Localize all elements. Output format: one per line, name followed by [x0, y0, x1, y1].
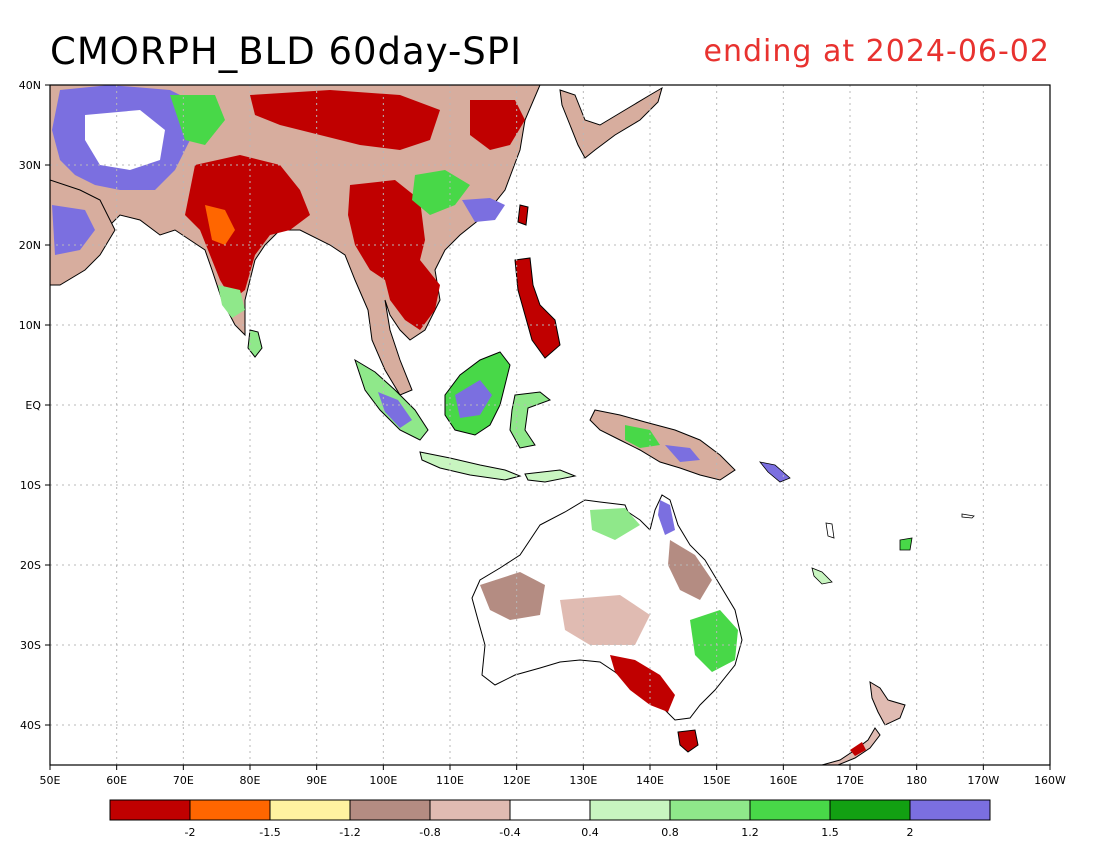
solomon-islands-land [759, 461, 791, 483]
x-tick-label: 50E [40, 774, 61, 787]
legend-label: 0.4 [581, 826, 599, 839]
latitude-axis: 40N 30N 20N 10N EQ 10S 20S 30S 40S [19, 79, 50, 732]
x-tick-label: 140E [636, 774, 664, 787]
y-tick-label: 40S [20, 719, 41, 732]
java-land [419, 451, 522, 481]
south-china-green [412, 170, 470, 215]
x-tick-label: 180 [906, 774, 927, 787]
x-tick-label: 100E [369, 774, 397, 787]
taiwan-land [517, 204, 529, 226]
australia-nw-brown [480, 572, 545, 620]
legend-label: -2 [185, 826, 196, 839]
india-dry-core [185, 155, 310, 300]
australia-ne-brown [668, 540, 712, 600]
tibet-white-patch [85, 110, 165, 170]
sumatra-wet [378, 392, 412, 428]
x-tick-label: 170W [967, 774, 999, 787]
legend-swatch [509, 799, 591, 821]
x-tick-label: 160W [1034, 774, 1066, 787]
legend-swatch [829, 799, 911, 821]
y-tick-label: 20N [19, 239, 41, 252]
fiji-land [899, 537, 913, 551]
x-tick-label: 60E [106, 774, 127, 787]
australia-north-green [590, 508, 640, 540]
y-tick-label: 30N [19, 159, 41, 172]
y-tick-label: 40N [19, 79, 41, 92]
legend-swatch [589, 799, 671, 821]
philippines-land [514, 257, 561, 359]
borneo-wet [455, 380, 492, 418]
y-tick-label: 10N [19, 319, 41, 332]
spi-shading [50, 85, 975, 765]
map-date-subtitle: ending at 2024-06-02 [703, 34, 1050, 69]
india-orange-band [205, 205, 235, 245]
legend-label: -0.8 [419, 826, 440, 839]
legend-label: -0.4 [499, 826, 520, 839]
y-tick-label: EQ [25, 399, 41, 412]
himalaya-green [170, 95, 225, 145]
nz-north-island-land [869, 681, 906, 726]
new-caledonia-land [811, 567, 833, 585]
japan-land [559, 86, 663, 159]
y-tick-label: 20S [20, 559, 41, 572]
legend-swatch [349, 799, 431, 821]
india-south-green [218, 285, 245, 318]
legend-swatch [749, 799, 831, 821]
x-tick-label: 70E [173, 774, 194, 787]
new-guinea-wet [665, 445, 700, 462]
indochina-dry [348, 180, 440, 330]
legend-label: -1.5 [259, 826, 280, 839]
lesser-sunda-land [524, 469, 577, 483]
legend-label: -1.2 [339, 826, 360, 839]
y-tick-label: 10S [20, 479, 41, 492]
new-guinea-land [589, 409, 736, 481]
nz-dry [850, 742, 866, 756]
northern-china-dry [250, 90, 440, 150]
x-tick-label: 90E [306, 774, 327, 787]
vanuatu-land [825, 522, 835, 539]
legend-label: 1.2 [741, 826, 759, 839]
arabia-wet [52, 205, 95, 255]
x-tick-label: 130E [569, 774, 597, 787]
map-title: CMORPH_BLD 60day-SPI [50, 30, 523, 73]
legend-swatch [909, 799, 991, 821]
longitude-axis: 50E 60E 70E 80E 90E 100E 110E 120E 130E 140E 150E 1… [40, 765, 1066, 787]
x-tick-label: 170E [836, 774, 864, 787]
tasmania-land [677, 729, 699, 753]
legend-swatch [269, 799, 351, 821]
south-china-wet [462, 198, 505, 222]
x-tick-label: 110E [436, 774, 464, 787]
australia-se-dry [610, 655, 675, 712]
samoa-land [961, 513, 975, 519]
legend-label: 0.8 [661, 826, 679, 839]
legend-label: 1.5 [821, 826, 839, 839]
legend-swatch [669, 799, 751, 821]
legend-swatch [189, 799, 271, 821]
x-tick-label: 160E [769, 774, 797, 787]
sri-lanka-land [247, 329, 263, 358]
y-tick-label: 30S [20, 639, 41, 652]
map-frame [49, 84, 1051, 766]
nz-south-island-land [821, 727, 881, 765]
map-gridlines [50, 85, 1050, 765]
x-tick-label: 150E [703, 774, 731, 787]
australia-central-brown [560, 595, 650, 645]
australia-east-green [690, 610, 738, 672]
color-legend: -2 -1.5 -1.2 -0.8 -0.4 0.4 0.8 1.2 1.5 2 [109, 799, 991, 839]
legend-swatch [429, 799, 511, 821]
new-guinea-green [625, 425, 660, 448]
sulawesi-land [509, 391, 552, 449]
legend-swatch [109, 799, 191, 821]
x-tick-label: 120E [503, 774, 531, 787]
x-tick-label: 80E [240, 774, 261, 787]
legend-label: 2 [907, 826, 914, 839]
cape-york-wet [658, 500, 675, 535]
east-china-dry [470, 100, 525, 150]
